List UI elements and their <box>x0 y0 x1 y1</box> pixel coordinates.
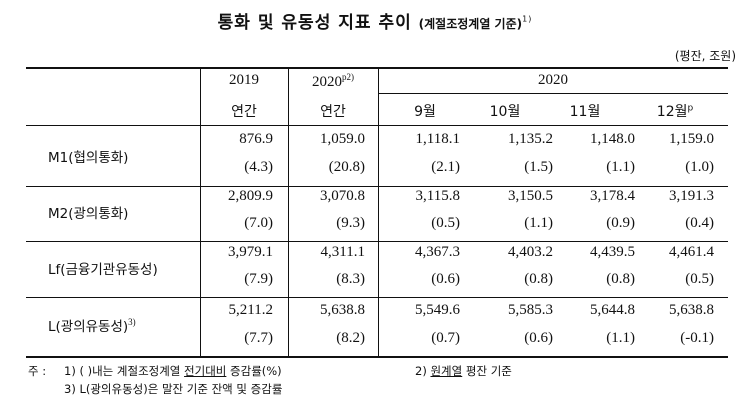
l-rate-2019: (7.7) <box>244 330 273 346</box>
m1-value-dec: 1,159.0 <box>669 131 714 147</box>
m1-rate-2020: (20.8) <box>328 159 365 175</box>
lf-value-2019: 3,979.1 <box>228 244 273 260</box>
row-label-m2: M2(광의통화) <box>48 202 128 223</box>
m2-value-nov: 3,178.4 <box>590 188 635 204</box>
m1-rate-sep: (2.1) <box>431 159 460 175</box>
header-sep: 9월 <box>414 104 436 120</box>
label-column-divider <box>200 69 201 356</box>
row-divider-1 <box>26 186 728 187</box>
row-label-m2-text: M2(광의통화) <box>48 206 129 222</box>
note-2-text-underlined: 원계열 <box>430 364 463 378</box>
lf-value-nov: 4,439.5 <box>590 244 635 260</box>
m1-value-sep: 1,118.1 <box>415 131 460 147</box>
m2-rate-dec: (0.4) <box>685 215 714 231</box>
l-rate-nov: (1.1) <box>606 330 635 346</box>
header-2019-text: 2019 <box>229 72 259 88</box>
year-column-divider-1 <box>288 69 289 356</box>
lf-value-sep: 4,367.3 <box>415 244 460 260</box>
title-footnote-marker: 1) <box>522 14 533 24</box>
header-2020-group-text: 2020 <box>538 72 568 88</box>
m2-rate-nov: (0.9) <box>606 215 635 231</box>
row-label-l: L(광의유동성)3) <box>48 315 136 336</box>
lf-value-2020: 4,311.1 <box>320 244 365 260</box>
m2-value-dec: 3,191.3 <box>669 188 714 204</box>
note-1-text-a: 1) ( )내는 계절조정계열 <box>64 364 185 378</box>
m1-rate-oct: (1.5) <box>524 159 553 175</box>
note-2: 2) 원계열 평잔 기준 <box>415 363 512 379</box>
lf-rate-oct: (0.8) <box>524 271 553 287</box>
note-2-text-a: 2) <box>415 364 431 378</box>
row-label-m1-text: M1(협의통화) <box>48 150 129 166</box>
header-dec: 12월p <box>630 101 720 121</box>
m2-rate-2019: (7.0) <box>244 215 273 231</box>
row-label-l-text: L(광의유동성) <box>48 319 129 335</box>
lf-rate-sep: (0.6) <box>431 271 460 287</box>
m2-rate-sep: (0.5) <box>431 215 460 231</box>
header-2019: 2019 <box>200 72 288 89</box>
note-1-text-underlined: 전기대비 <box>184 364 227 378</box>
header-annual-2020: 연간 <box>320 104 346 120</box>
row-divider-2 <box>26 241 728 242</box>
header-dec-sup: p <box>687 103 694 114</box>
l-value-2020: 5,638.8 <box>320 302 365 318</box>
header-2020-group: 2020 <box>378 72 728 89</box>
note-2-text-c: 평잔 기준 <box>462 364 512 378</box>
m1-rate-nov: (1.1) <box>606 159 635 175</box>
lf-value-dec: 4,461.4 <box>669 244 714 260</box>
l-value-dec: 5,638.8 <box>669 302 714 318</box>
table-bottom-border <box>26 356 728 358</box>
lf-value-oct: 4,403.2 <box>508 244 553 260</box>
m1-value-nov: 1,148.0 <box>590 131 635 147</box>
m2-rate-2020: (9.3) <box>336 215 365 231</box>
m2-value-2019: 2,809.9 <box>228 188 273 204</box>
lf-rate-nov: (0.8) <box>606 271 635 287</box>
l-rate-oct: (0.6) <box>524 330 553 346</box>
m1-value-oct: 1,135.2 <box>508 131 553 147</box>
m1-rate-dec: (1.0) <box>685 159 714 175</box>
title-sub: (계절조정계열 기준) <box>418 17 523 31</box>
l-value-nov: 5,644.8 <box>590 302 635 318</box>
header-annual-2019: 연간 <box>231 104 257 120</box>
m2-rate-oct: (1.1) <box>524 215 553 231</box>
lf-rate-dec: (0.5) <box>685 271 714 287</box>
note-1-text-c: 증감률(%) <box>226 364 282 378</box>
lf-rate-2019: (7.9) <box>244 271 273 287</box>
l-value-2019: 5,211.2 <box>228 302 273 318</box>
m2-value-sep: 3,115.8 <box>415 188 460 204</box>
m2-value-2020: 3,070.8 <box>320 188 365 204</box>
row-label-lf: Lf(금융기관유동성) <box>48 258 158 279</box>
row-label-m1: M1(협의통화) <box>48 146 128 167</box>
m1-value-2019: 876.9 <box>239 131 273 147</box>
table-top-border <box>26 67 728 69</box>
l-value-oct: 5,585.3 <box>508 302 553 318</box>
header-bottom-border <box>26 125 728 126</box>
header-2020p-sup: p2) <box>342 72 354 82</box>
l-rate-sep: (0.7) <box>431 330 460 346</box>
l-rate-dec: (-0.1) <box>680 330 714 346</box>
l-rate-2020: (8.2) <box>336 330 365 346</box>
header-nov: 11월 <box>569 104 601 120</box>
note-1: 1) ( )내는 계절조정계열 전기대비 증감률(%) <box>64 363 282 379</box>
row-label-lf-text: Lf(금융기관유동성) <box>48 262 158 278</box>
notes-prefix: 주 : <box>28 364 47 378</box>
header-oct: 10월 <box>489 104 521 120</box>
header-dec-text: 12월 <box>656 104 688 120</box>
table-title: 통화 및 유동성 지표 추이 (계절조정계열 기준)1) <box>0 8 750 33</box>
note-3: 3) L(광의유동성)은 말잔 기준 잔액 및 증감률 <box>64 382 283 396</box>
year-column-divider-2 <box>378 69 379 356</box>
m1-rate-2019: (4.3) <box>244 159 273 175</box>
row-label-l-sup: 3) <box>128 317 136 327</box>
header-2020p-text: 2020 <box>312 74 342 90</box>
group-header-underline <box>378 93 728 94</box>
title-main: 통화 및 유동성 지표 추이 <box>217 13 412 33</box>
header-2020p: 2020p2) <box>288 72 378 91</box>
unit-label: (평잔, 조원) <box>674 49 736 63</box>
lf-rate-2020: (8.3) <box>336 271 365 287</box>
l-value-sep: 5,549.6 <box>415 302 460 318</box>
m2-value-oct: 3,150.5 <box>508 188 553 204</box>
m1-value-2020: 1,059.0 <box>320 131 365 147</box>
row-divider-3 <box>26 297 728 298</box>
